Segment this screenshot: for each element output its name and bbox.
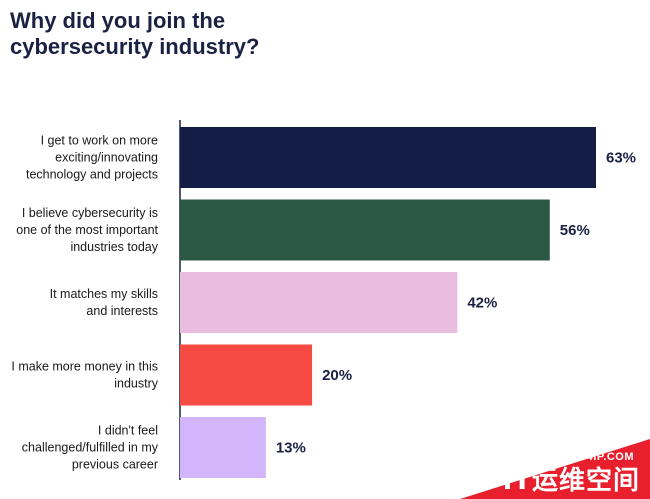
category-label-2-line-1: I believe cybersecurity is <box>22 206 158 220</box>
category-label-1-line-2: exciting/innovating <box>55 151 158 165</box>
category-label-3-line-1: It matches my skills <box>50 287 158 301</box>
category-label-2-line-3: industries today <box>70 240 158 254</box>
watermark-url: www.94IP.COM <box>549 451 634 463</box>
category-label-4: I make more money in this industry <box>11 360 158 391</box>
value-label-5: 13% <box>276 440 306 457</box>
watermark-red-triangle <box>460 439 650 499</box>
category-label-5-line-1: I didn't feel <box>98 424 158 438</box>
category-label-3: It matches my skills and interests <box>50 287 158 318</box>
bar-3 <box>180 272 458 333</box>
category-label-3-line-2: and interests <box>86 304 158 318</box>
watermark: www.94IP.COM IT运维空间 <box>410 439 650 499</box>
category-label-1-line-1: I get to work on more <box>41 134 158 148</box>
bar-2 <box>180 199 550 261</box>
category-label-5: I didn't feel challenged/fulfilled in my p… <box>22 424 159 472</box>
category-label-2: I believe cybersecurity is one of the mos… <box>16 206 158 254</box>
category-label-5-line-3: previous career <box>72 458 158 472</box>
category-label-4-line-2: industry <box>114 377 159 391</box>
value-label-3: 42% <box>467 295 497 312</box>
watermark-brand: IT运维空间 <box>502 466 640 496</box>
chart-title-line-1: Why did you join the <box>10 8 226 33</box>
value-label-2: 56% <box>560 222 590 239</box>
watermark-banner <box>460 439 650 499</box>
category-label-1: I get to work on more exciting/innovating… <box>26 134 158 182</box>
bar-4 <box>180 344 313 406</box>
chart-title-line-2: cybersecurity industry? <box>10 34 260 59</box>
category-label-5-line-2: challenged/fulfilled in my <box>22 441 159 455</box>
category-label-4-line-1: I make more money in this <box>11 360 158 374</box>
category-label-1-line-3: technology and projects <box>26 168 158 182</box>
value-label-4: 20% <box>322 367 352 384</box>
bar-5 <box>180 417 266 478</box>
chart-title: Why did you join the cybersecurity indus… <box>10 8 259 60</box>
category-label-2-line-2: one of the most important <box>16 223 158 237</box>
bar-1 <box>180 127 596 188</box>
value-label-1: 63% <box>606 150 636 167</box>
